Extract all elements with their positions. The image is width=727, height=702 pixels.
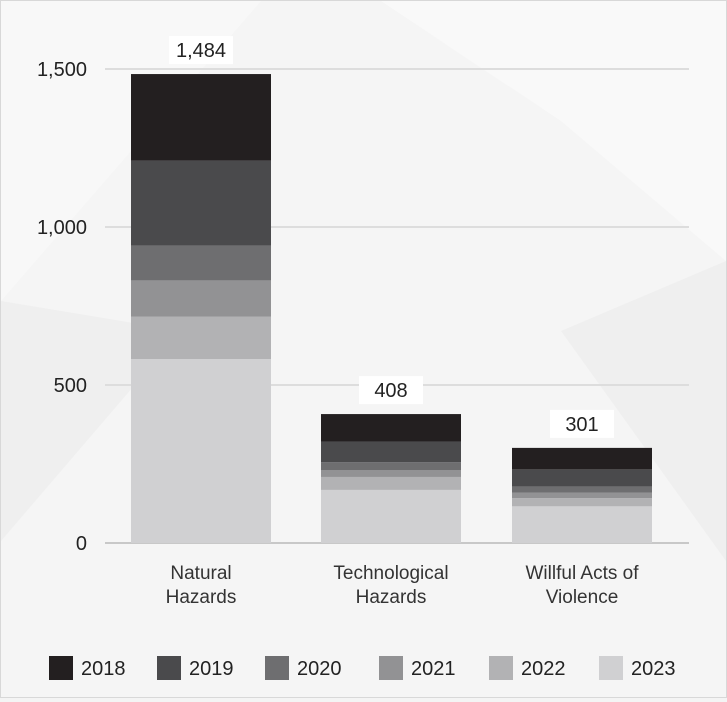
legend-label: 2022	[521, 658, 566, 680]
bar-segment-2021	[131, 280, 271, 317]
x-axis: Natural Hazards Technological Hazards Willfu…	[166, 563, 640, 608]
bar-segment-2019	[321, 441, 461, 463]
bar-segment-2023	[321, 489, 461, 543]
bar-segment-2020	[321, 462, 461, 471]
bar-segment-2022	[321, 476, 461, 490]
legend-swatch-2023	[599, 656, 623, 680]
bar-segment-2019	[512, 469, 652, 487]
bar-segment-2021	[512, 492, 652, 499]
bar-segment-2023	[512, 506, 652, 543]
x-category-label: Hazards	[356, 587, 427, 608]
total-labels: 1,484 408 301	[169, 36, 614, 438]
bar-segment-2020	[512, 486, 652, 493]
total-label: 301	[565, 414, 598, 436]
legend-label: 2018	[81, 658, 126, 680]
total-label-background	[359, 376, 423, 405]
y-axis: 0 500 1,000 1,500	[37, 59, 87, 555]
legend-label: 2020	[297, 658, 342, 680]
total-label-background	[169, 36, 233, 65]
bar-segment-2023	[131, 359, 271, 543]
legend-label: 2023	[631, 658, 676, 680]
bars	[131, 74, 652, 543]
x-category-label: Technological	[333, 563, 448, 584]
bar-segment-2018	[512, 447, 652, 470]
bar-segment-2022	[131, 316, 271, 360]
x-category-label: Hazards	[166, 587, 237, 608]
bar-segment-2021	[321, 470, 461, 477]
x-category-label: Violence	[546, 587, 619, 608]
legend-label: 2019	[189, 658, 234, 680]
total-label: 408	[374, 380, 407, 402]
total-label-background	[550, 409, 614, 438]
legend-swatch-2020	[265, 656, 289, 680]
legend-swatch-2019	[157, 656, 181, 680]
bar-segment-2020	[131, 245, 271, 281]
y-tick-label: 500	[54, 375, 87, 397]
bar-segment-2019	[131, 160, 271, 246]
total-label: 1,484	[176, 40, 226, 62]
bar-segment-2018	[131, 74, 271, 161]
legend-swatch-2022	[489, 656, 513, 680]
x-category-label: Natural	[170, 563, 231, 584]
y-tick-label: 0	[76, 533, 87, 555]
legend: 2018 2019 2020 2021 2022 2023	[49, 656, 676, 680]
legend-swatch-2021	[379, 656, 403, 680]
bar-segment-2018	[321, 414, 461, 442]
legend-swatch-2018	[49, 656, 73, 680]
x-category-label: Willful Acts of	[526, 563, 640, 584]
y-tick-label: 1,500	[37, 59, 87, 81]
legend-label: 2021	[411, 658, 456, 680]
y-tick-label: 1,000	[37, 217, 87, 239]
bar-segment-2022	[512, 498, 652, 507]
